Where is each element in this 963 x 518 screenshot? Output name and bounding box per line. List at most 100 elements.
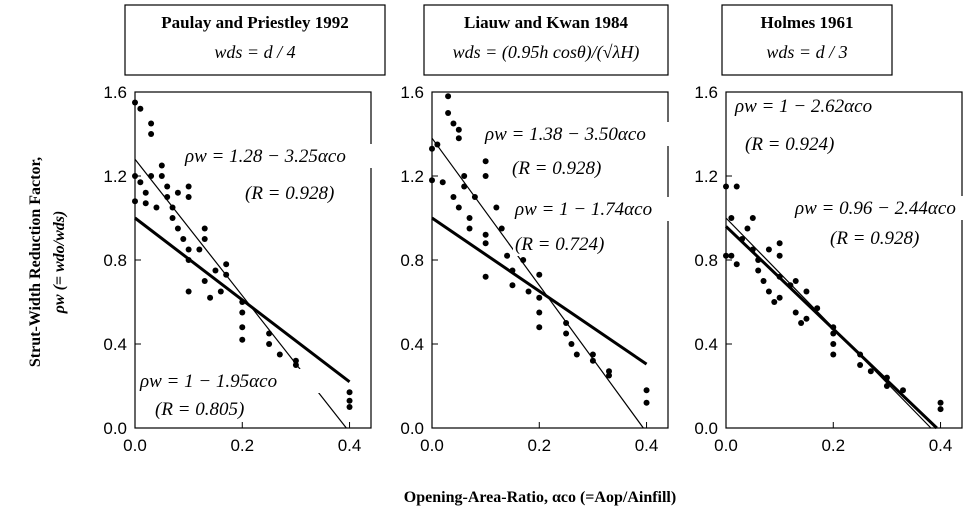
x-tick-label: 0.2 — [527, 436, 551, 455]
data-point — [482, 240, 489, 247]
data-point — [493, 204, 500, 211]
data-point — [723, 183, 729, 190]
data-point — [445, 93, 452, 100]
x-tick-label: 0.2 — [230, 436, 254, 455]
data-point — [803, 315, 810, 322]
data-point — [937, 406, 944, 413]
data-point — [498, 225, 505, 232]
annotation: (R = 0.805) — [155, 399, 244, 420]
y-tick-label: 1.6 — [400, 83, 424, 102]
data-point — [744, 225, 751, 232]
data-point — [346, 404, 353, 410]
data-point — [771, 299, 778, 305]
data-point — [429, 145, 435, 152]
data-point — [573, 351, 580, 358]
title-box — [423, 4, 669, 76]
panel-title: Paulay and Priestley 1992 — [161, 13, 348, 32]
y-label: Strut-Width Reduction Factor, ρw (= wdo/… — [27, 157, 68, 367]
annotation-bg — [733, 94, 923, 118]
annotation: ρw = 1 − 2.62αco — [734, 96, 872, 117]
data-point — [346, 389, 353, 396]
data-point — [158, 162, 165, 169]
y-tick-label: 1.6 — [694, 83, 718, 102]
annotation: ρw = 1 − 1.74αco — [514, 199, 652, 220]
data-point — [212, 267, 219, 274]
x-tick-label: 0.4 — [635, 436, 659, 455]
annotation: (R = 0.928) — [245, 183, 334, 204]
x-tick-label: 0.0 — [714, 436, 738, 455]
data-point — [509, 282, 516, 289]
data-point — [776, 294, 783, 301]
data-point — [455, 204, 462, 211]
x-label: Opening-Area-Ratio, αco (=Aop/Ainfill) — [404, 489, 676, 506]
data-point — [728, 215, 735, 221]
title-box — [721, 4, 893, 76]
data-point — [185, 183, 192, 190]
data-point — [728, 252, 735, 259]
data-point — [466, 215, 473, 221]
data-point — [482, 273, 489, 280]
data-point — [137, 105, 144, 112]
data-point — [201, 278, 208, 284]
data-point — [765, 246, 772, 253]
y-tick-label: 0.8 — [103, 251, 127, 270]
y-tick-label: 0.8 — [400, 251, 424, 270]
data-point — [174, 189, 181, 196]
annotation: (R = 0.724) — [515, 234, 604, 255]
y-tick-label: 0.4 — [400, 335, 424, 354]
data-point — [142, 200, 149, 207]
data-point — [536, 309, 543, 316]
data-point — [207, 294, 214, 301]
data-point — [223, 261, 230, 268]
data-point — [536, 294, 543, 301]
y-label-line: ρw (= wdo/wds) — [51, 211, 68, 315]
data-point — [148, 120, 155, 127]
fit-line — [431, 216, 648, 366]
y-tick-label: 0.4 — [694, 335, 718, 354]
data-point — [148, 173, 155, 179]
data-point — [733, 261, 740, 268]
data-point — [803, 288, 810, 295]
data-point — [760, 278, 767, 284]
data-point — [589, 357, 596, 364]
data-point — [185, 288, 192, 295]
data-point — [461, 173, 468, 179]
x-tick-label: 0.0 — [123, 436, 147, 455]
data-point — [164, 183, 171, 190]
data-point — [606, 372, 612, 379]
data-point — [185, 246, 192, 253]
data-point — [158, 173, 165, 179]
data-point — [482, 158, 489, 165]
data-point — [606, 368, 612, 375]
data-point — [536, 324, 543, 331]
x-tick-label: 0.4 — [929, 436, 953, 455]
annotation-bg — [510, 156, 610, 180]
panel-formula: wds = (0.95h cosθ)/(√λH) — [453, 42, 640, 63]
annotation: ρw = 1 − 1.95αco — [139, 371, 277, 392]
data-point — [643, 399, 650, 406]
annotation-bg — [138, 369, 328, 393]
data-point — [266, 330, 273, 337]
data-point — [142, 189, 149, 196]
data-point — [482, 173, 489, 179]
data-point — [450, 194, 457, 200]
data-point — [482, 231, 489, 238]
title-box — [124, 4, 386, 76]
annotation-bg — [828, 226, 928, 250]
data-point — [148, 131, 155, 137]
data-point — [266, 341, 273, 347]
data-point — [185, 194, 192, 200]
data-point — [792, 309, 799, 316]
data-point — [180, 236, 187, 242]
data-point — [239, 309, 246, 316]
panel-formula: wds = d / 3 — [766, 42, 847, 62]
data-point — [455, 135, 462, 142]
data-point — [346, 397, 353, 404]
y-tick-label: 0.0 — [103, 419, 127, 438]
data-point — [792, 278, 799, 284]
y-tick-label: 0.8 — [694, 251, 718, 270]
data-point — [776, 252, 783, 259]
annotation: (R = 0.928) — [512, 158, 601, 179]
data-point — [239, 336, 246, 343]
